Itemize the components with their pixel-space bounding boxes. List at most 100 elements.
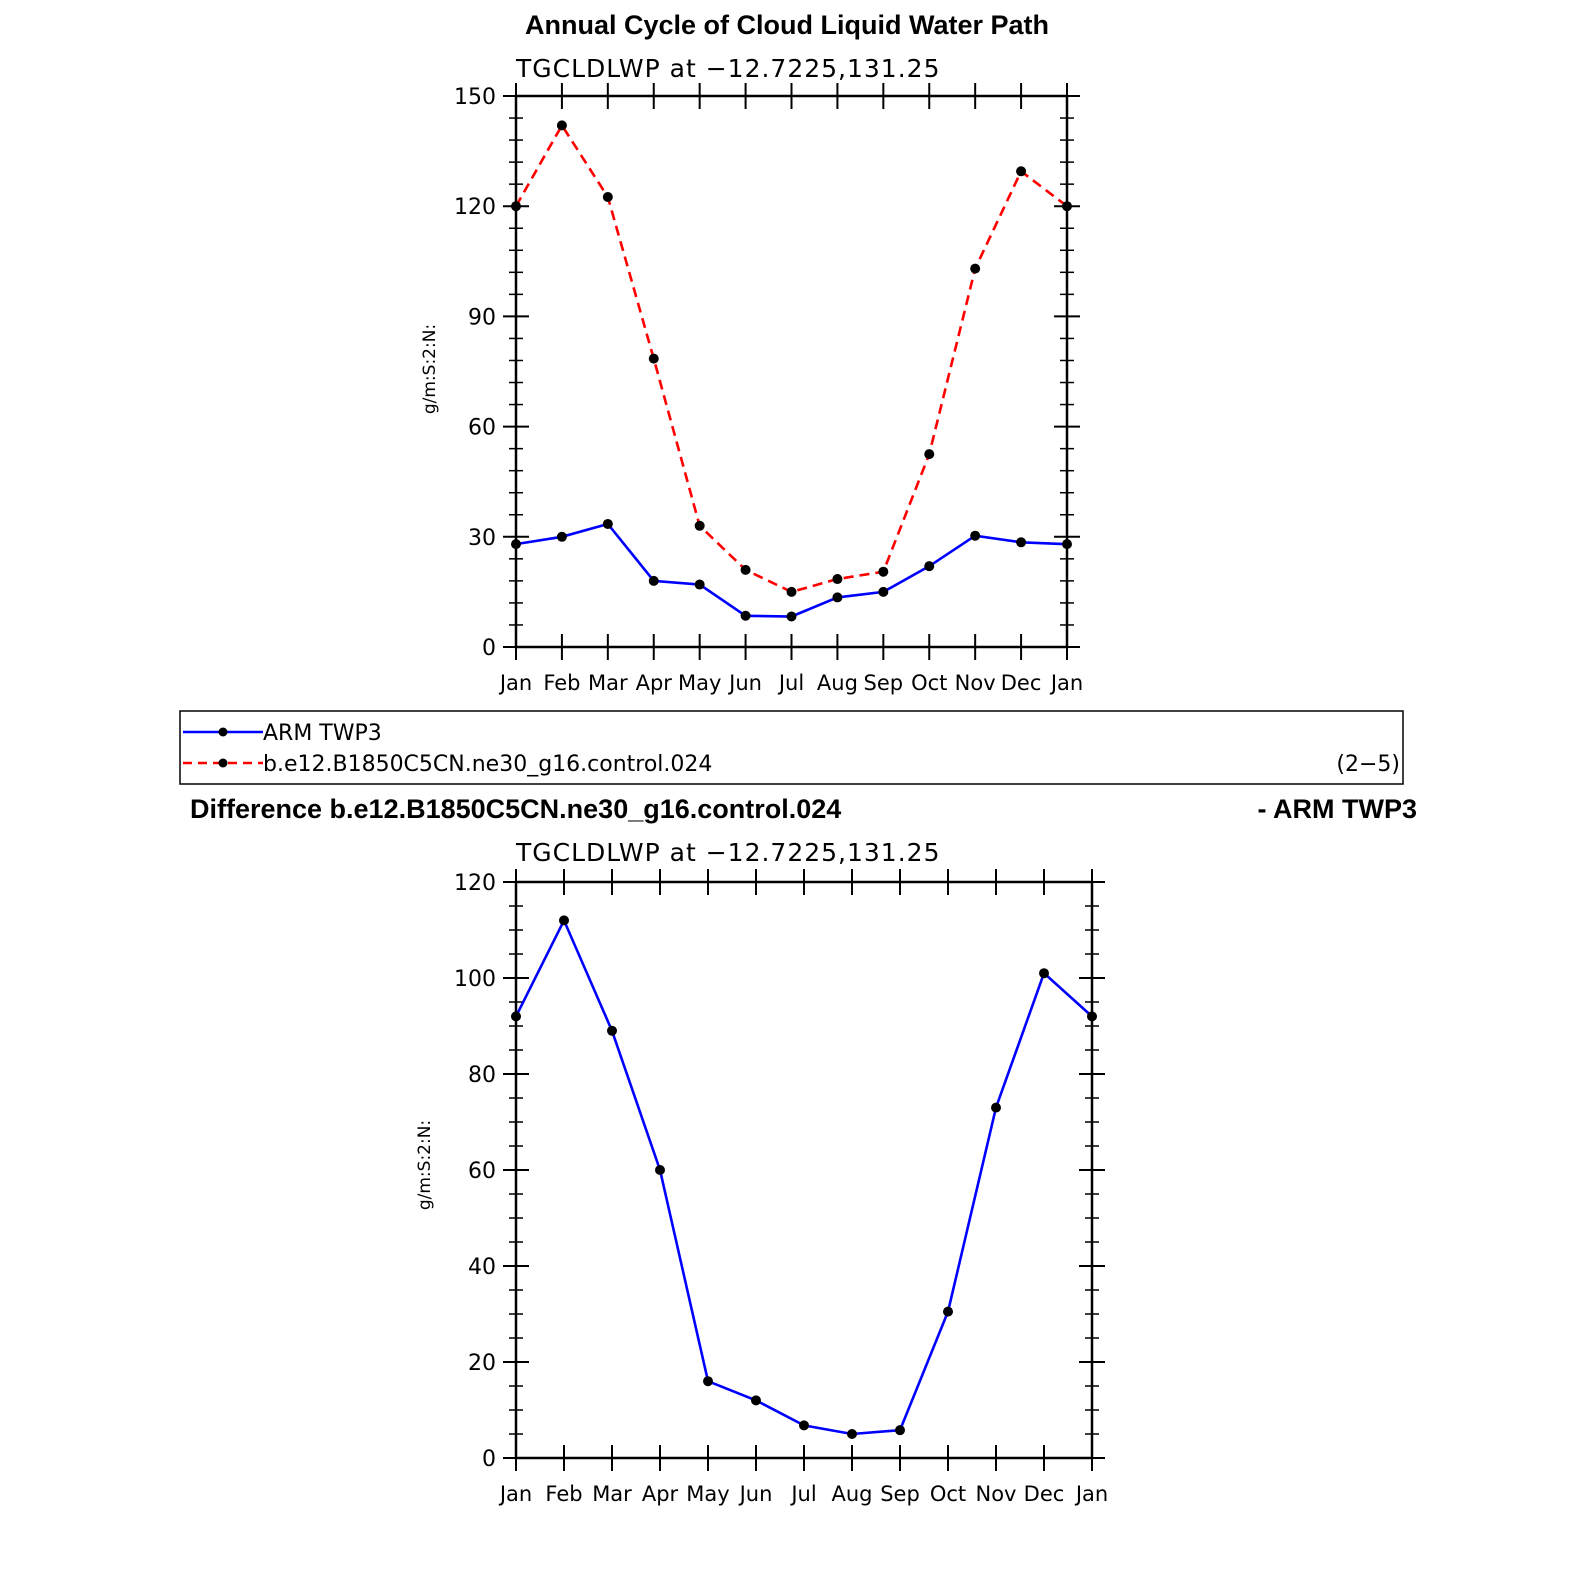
top-xtick-label: Aug	[817, 671, 858, 695]
top-ytick-label: 150	[454, 85, 496, 110]
top-series-0-point	[556, 531, 567, 542]
top-ytick-label: 120	[454, 195, 496, 220]
legend-label-model: b.e12.B1850C5CN.ne30_g16.control.024	[263, 752, 712, 777]
top-ytick-label: 30	[468, 526, 496, 551]
legend: ARM TWP3 b.e12.B1850C5CN.ne30_g16.contro…	[179, 710, 1404, 785]
top-series-1-point	[602, 192, 613, 203]
top-xtick-label: Apr	[636, 671, 673, 695]
top-series-1-point	[740, 564, 751, 575]
diff-series-0-point	[607, 1025, 617, 1036]
legend-marker-model	[218, 758, 228, 768]
difference-title-left: Difference b.e12.B1850C5CN.ne30_g16.cont…	[190, 794, 841, 824]
top-xtick-label: Jan	[1049, 671, 1083, 695]
diff-xtick-label: Sep	[880, 1482, 920, 1506]
top-chart-ylabel: g/m:S:2:N:	[420, 324, 440, 414]
top-xtick-label: May	[678, 671, 721, 695]
diff-xtick-label: Aug	[831, 1482, 872, 1506]
top-series-1-point	[1062, 201, 1072, 212]
diff-ytick-label: 40	[468, 1255, 496, 1280]
diff-series-0-point	[895, 1425, 905, 1436]
top-series-1-point	[878, 566, 889, 577]
top-xtick-label: Oct	[911, 671, 947, 695]
top-series-1-point	[924, 449, 935, 460]
diff-series-0-point	[703, 1376, 713, 1387]
top-series-0-point	[602, 518, 613, 529]
legend-box	[179, 710, 1404, 785]
top-series-0-point	[924, 561, 935, 572]
diff-ytick-label: 100	[454, 967, 496, 992]
top-xtick-label: Mar	[588, 671, 628, 695]
top-chart-subtitle: TGCLDLWP at −12.7225,131.25	[515, 54, 940, 83]
top-series-1-point	[511, 201, 521, 212]
top-series-1-point	[1016, 166, 1027, 177]
diff-xtick-label: May	[686, 1482, 729, 1506]
diff-series-0-point	[991, 1102, 1001, 1113]
difference-chart-ylabel: g/m:S:2:N:	[415, 1120, 435, 1210]
legend-label-arm: ARM TWP3	[263, 721, 382, 746]
diff-series-0-point	[1039, 968, 1049, 979]
top-xtick-label: Nov	[955, 671, 996, 695]
top-series-0-point	[832, 592, 843, 603]
top-series-line-0	[515, 522, 1068, 618]
diff-series-0-point	[559, 915, 569, 926]
diff-ytick-label: 0	[482, 1447, 496, 1472]
top-xtick-label: Jun	[727, 671, 762, 695]
legend-marker-arm	[218, 727, 228, 737]
top-chart: TGCLDLWP at −12.7225,131.25 g/m:S:2:N: 0…	[420, 54, 1083, 695]
diff-series-line-0	[514, 917, 1093, 1436]
difference-chart: TGCLDLWP at −12.7225,131.25 g/m:S:2:N: 0…	[415, 838, 1108, 1506]
diff-xtick-label: Jan	[1074, 1482, 1108, 1506]
top-series-0-point	[1016, 537, 1027, 548]
legend-note: (2−5)	[1336, 752, 1400, 777]
diff-ytick-label: 60	[468, 1159, 496, 1184]
diff-xtick-label: Jan	[498, 1482, 532, 1506]
diff-plot-frame	[514, 880, 1094, 1460]
diff-series-0-point	[799, 1420, 809, 1431]
top-series-0-point	[511, 539, 521, 550]
diff-ytick-label: 20	[468, 1351, 496, 1376]
diff-xtick-label: Jul	[789, 1482, 816, 1506]
top-series-1-point	[786, 586, 797, 597]
top-xtick-label: Feb	[543, 671, 580, 695]
diff-xtick-label: Nov	[976, 1482, 1017, 1506]
top-ytick-label: 0	[482, 636, 496, 661]
diff-xtick-label: Oct	[930, 1482, 966, 1506]
top-series-0-point	[970, 530, 981, 541]
diff-series-0-point	[511, 1011, 521, 1022]
diff-xtick-label: Dec	[1024, 1482, 1065, 1506]
top-ytick-label: 90	[468, 305, 496, 330]
diff-ytick-label: 80	[468, 1063, 496, 1088]
diff-xtick-label: Mar	[592, 1482, 632, 1506]
top-series-0-point	[694, 579, 705, 590]
top-series-1-point	[648, 353, 659, 364]
top-xtick-label: Jul	[777, 671, 804, 695]
top-series-line-1	[514, 122, 1068, 594]
top-series-0-point	[786, 611, 797, 622]
diff-series-0-point	[1087, 1011, 1097, 1022]
diff-series-0-point	[655, 1165, 665, 1175]
top-series-1-point	[556, 120, 567, 131]
diff-xtick-label: Apr	[642, 1482, 679, 1506]
page-title: Annual Cycle of Cloud Liquid Water Path	[525, 10, 1049, 40]
top-series-0-point	[878, 586, 889, 597]
top-plot-frame	[514, 94, 1069, 649]
top-series-1-point	[970, 263, 981, 274]
diff-series-0-point	[847, 1429, 857, 1439]
top-xtick-label: Sep	[864, 671, 904, 695]
top-series-1-point	[832, 574, 843, 585]
diff-ytick-label: 120	[454, 871, 496, 896]
top-ytick-label: 60	[468, 416, 496, 441]
top-xtick-label: Dec	[1001, 671, 1042, 695]
top-xtick-label: Jan	[498, 671, 532, 695]
difference-chart-subtitle: TGCLDLWP at −12.7225,131.25	[515, 838, 940, 867]
diff-series-0-point	[751, 1395, 761, 1406]
diff-xtick-label: Jun	[738, 1482, 773, 1506]
top-series-0-point	[740, 610, 751, 621]
top-series-0-point	[648, 575, 659, 586]
top-series-0-point	[1062, 539, 1072, 550]
top-series-1-point	[694, 520, 705, 531]
difference-title-right: - ARM TWP3	[1258, 794, 1417, 824]
diff-xtick-label: Feb	[545, 1482, 582, 1506]
diff-series-0-point	[943, 1306, 953, 1317]
